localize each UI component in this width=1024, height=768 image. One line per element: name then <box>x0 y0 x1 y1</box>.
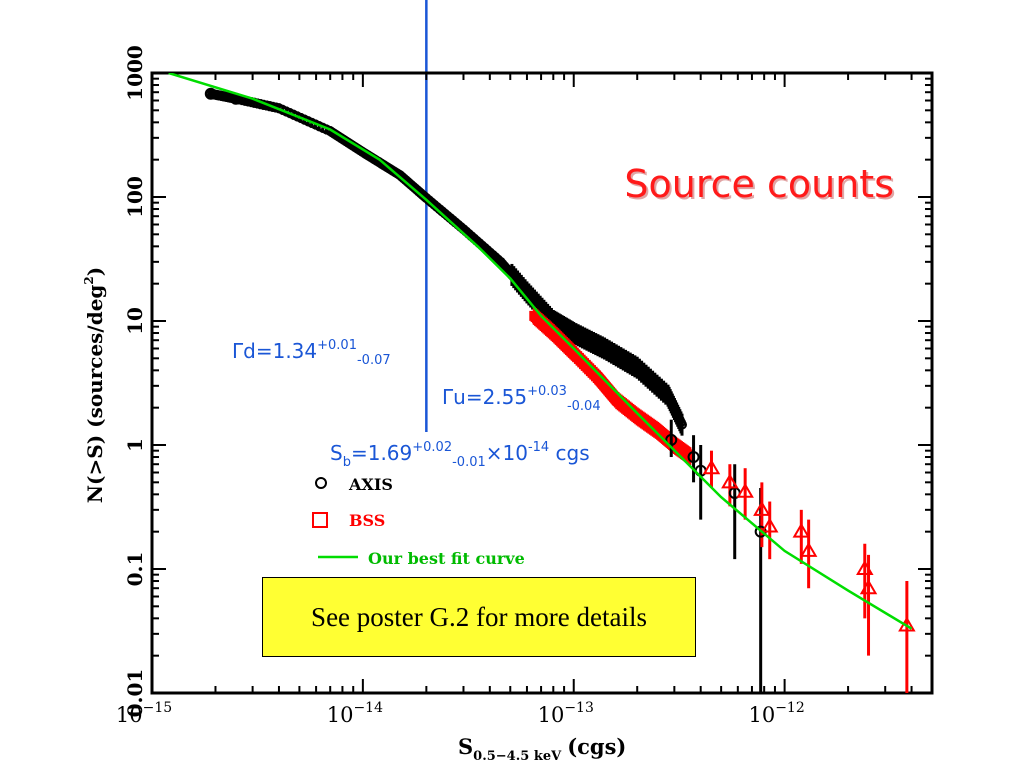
sb-pre: S <box>330 441 343 465</box>
x-axis-label-main: S <box>458 734 473 759</box>
error-bars <box>669 419 909 693</box>
best-fit-curve <box>168 73 913 630</box>
bss-triangle-point <box>721 473 739 489</box>
y-tick-label: 1 <box>123 438 147 452</box>
gamma-u-annotation: Γu=2.55+0.03-0.04 <box>442 384 601 414</box>
bss-triangle-point <box>799 541 818 557</box>
y-tick-label: 0.01 <box>123 669 147 718</box>
legend-bss-marker <box>312 512 328 528</box>
bss-triangle-point <box>856 560 874 575</box>
axis-point <box>677 419 688 430</box>
y-tick-label: 0.1 <box>123 552 147 587</box>
poster-note-text: See poster G.2 for more details <box>311 601 647 632</box>
axis-ticks <box>151 72 933 694</box>
x-tick-label: 10−12 <box>748 700 804 727</box>
x-axis-label: S0.5−4.5 keV (cgs) <box>458 734 626 764</box>
axis-point <box>204 87 217 100</box>
x-axis-label-unit: (cgs) <box>567 734 626 759</box>
x-axis-label-sub: 0.5−4.5 keV <box>473 749 562 764</box>
gamma-u-sup: +0.03 <box>527 384 567 399</box>
gamma-d-sub: -0.07 <box>357 353 391 368</box>
sb-exp: -14 <box>528 440 549 455</box>
gamma-u-sub: -0.04 <box>567 399 601 414</box>
legend: AXIS BSS Our best fit curve <box>312 475 525 568</box>
legend-axis-marker <box>315 477 327 489</box>
fit-curve-group <box>168 73 913 630</box>
x-tick-label-mantissa: 10 <box>538 703 565 727</box>
x-tick-label: 10−13 <box>538 700 594 727</box>
sb-sub: -0.01 <box>452 455 486 470</box>
legend-axis-label: AXIS <box>348 475 393 494</box>
x-tick-label: 10−15 <box>116 700 172 727</box>
y-axis-label-sup: 2 <box>82 276 96 284</box>
sb-unit: cgs <box>549 441 589 465</box>
x-tick-label-exponent: −15 <box>143 700 173 716</box>
axis-point <box>665 433 678 446</box>
sb-pre-sub: b <box>343 455 351 470</box>
y-axis-label: N(>S) (sources/deg2) <box>82 267 107 504</box>
bss-triangle-point <box>753 500 771 516</box>
x-tick-label-mantissa: 10 <box>327 703 354 727</box>
y-tick-label: 100 <box>123 176 147 218</box>
y-tick-label: 10 <box>123 307 147 335</box>
sb-annotation: Sb=1.69+0.02-0.01×10-14 cgs <box>330 440 590 470</box>
gamma-u-text: Γu=2.55 <box>442 385 527 409</box>
sb-times: ×10 <box>486 441 528 465</box>
bss-triangle-point <box>760 517 779 533</box>
x-tick-label-exponent: −13 <box>564 700 594 716</box>
y-axis-label-close: ) <box>83 267 107 276</box>
bss-triangle-point <box>736 482 754 498</box>
gamma-d-annotation: Γd=1.34+0.01-0.07 <box>232 338 391 368</box>
bss-triangle-point <box>792 522 811 538</box>
gamma-d-sup: +0.01 <box>317 338 357 353</box>
gamma-d-text: Γd=1.34 <box>232 339 317 363</box>
sb-eq: =1.69 <box>351 441 412 465</box>
sb-sup: +0.02 <box>412 440 452 455</box>
x-tick-label-mantissa: 10 <box>116 703 143 727</box>
poster-note-box: See poster G.2 for more details <box>262 577 696 657</box>
chart-title: Source counts <box>626 164 896 208</box>
y-axis-label-main: N(>S) (sources/deg <box>83 285 107 504</box>
x-tick-label-mantissa: 10 <box>748 703 775 727</box>
x-tick-label-exponent: −12 <box>775 700 805 716</box>
bss-triangle-point <box>859 579 878 595</box>
legend-bss-label: BSS <box>349 511 385 530</box>
bss-triangle-point <box>702 459 721 475</box>
legend-fit-label: Our best fit curve <box>368 549 525 568</box>
x-tick-label-exponent: −14 <box>353 700 383 716</box>
chart-title-main: Source counts <box>624 162 894 206</box>
x-tick-label: 10−14 <box>327 700 383 727</box>
y-tick-label: 1000 <box>123 45 147 101</box>
axis-point <box>687 451 700 464</box>
